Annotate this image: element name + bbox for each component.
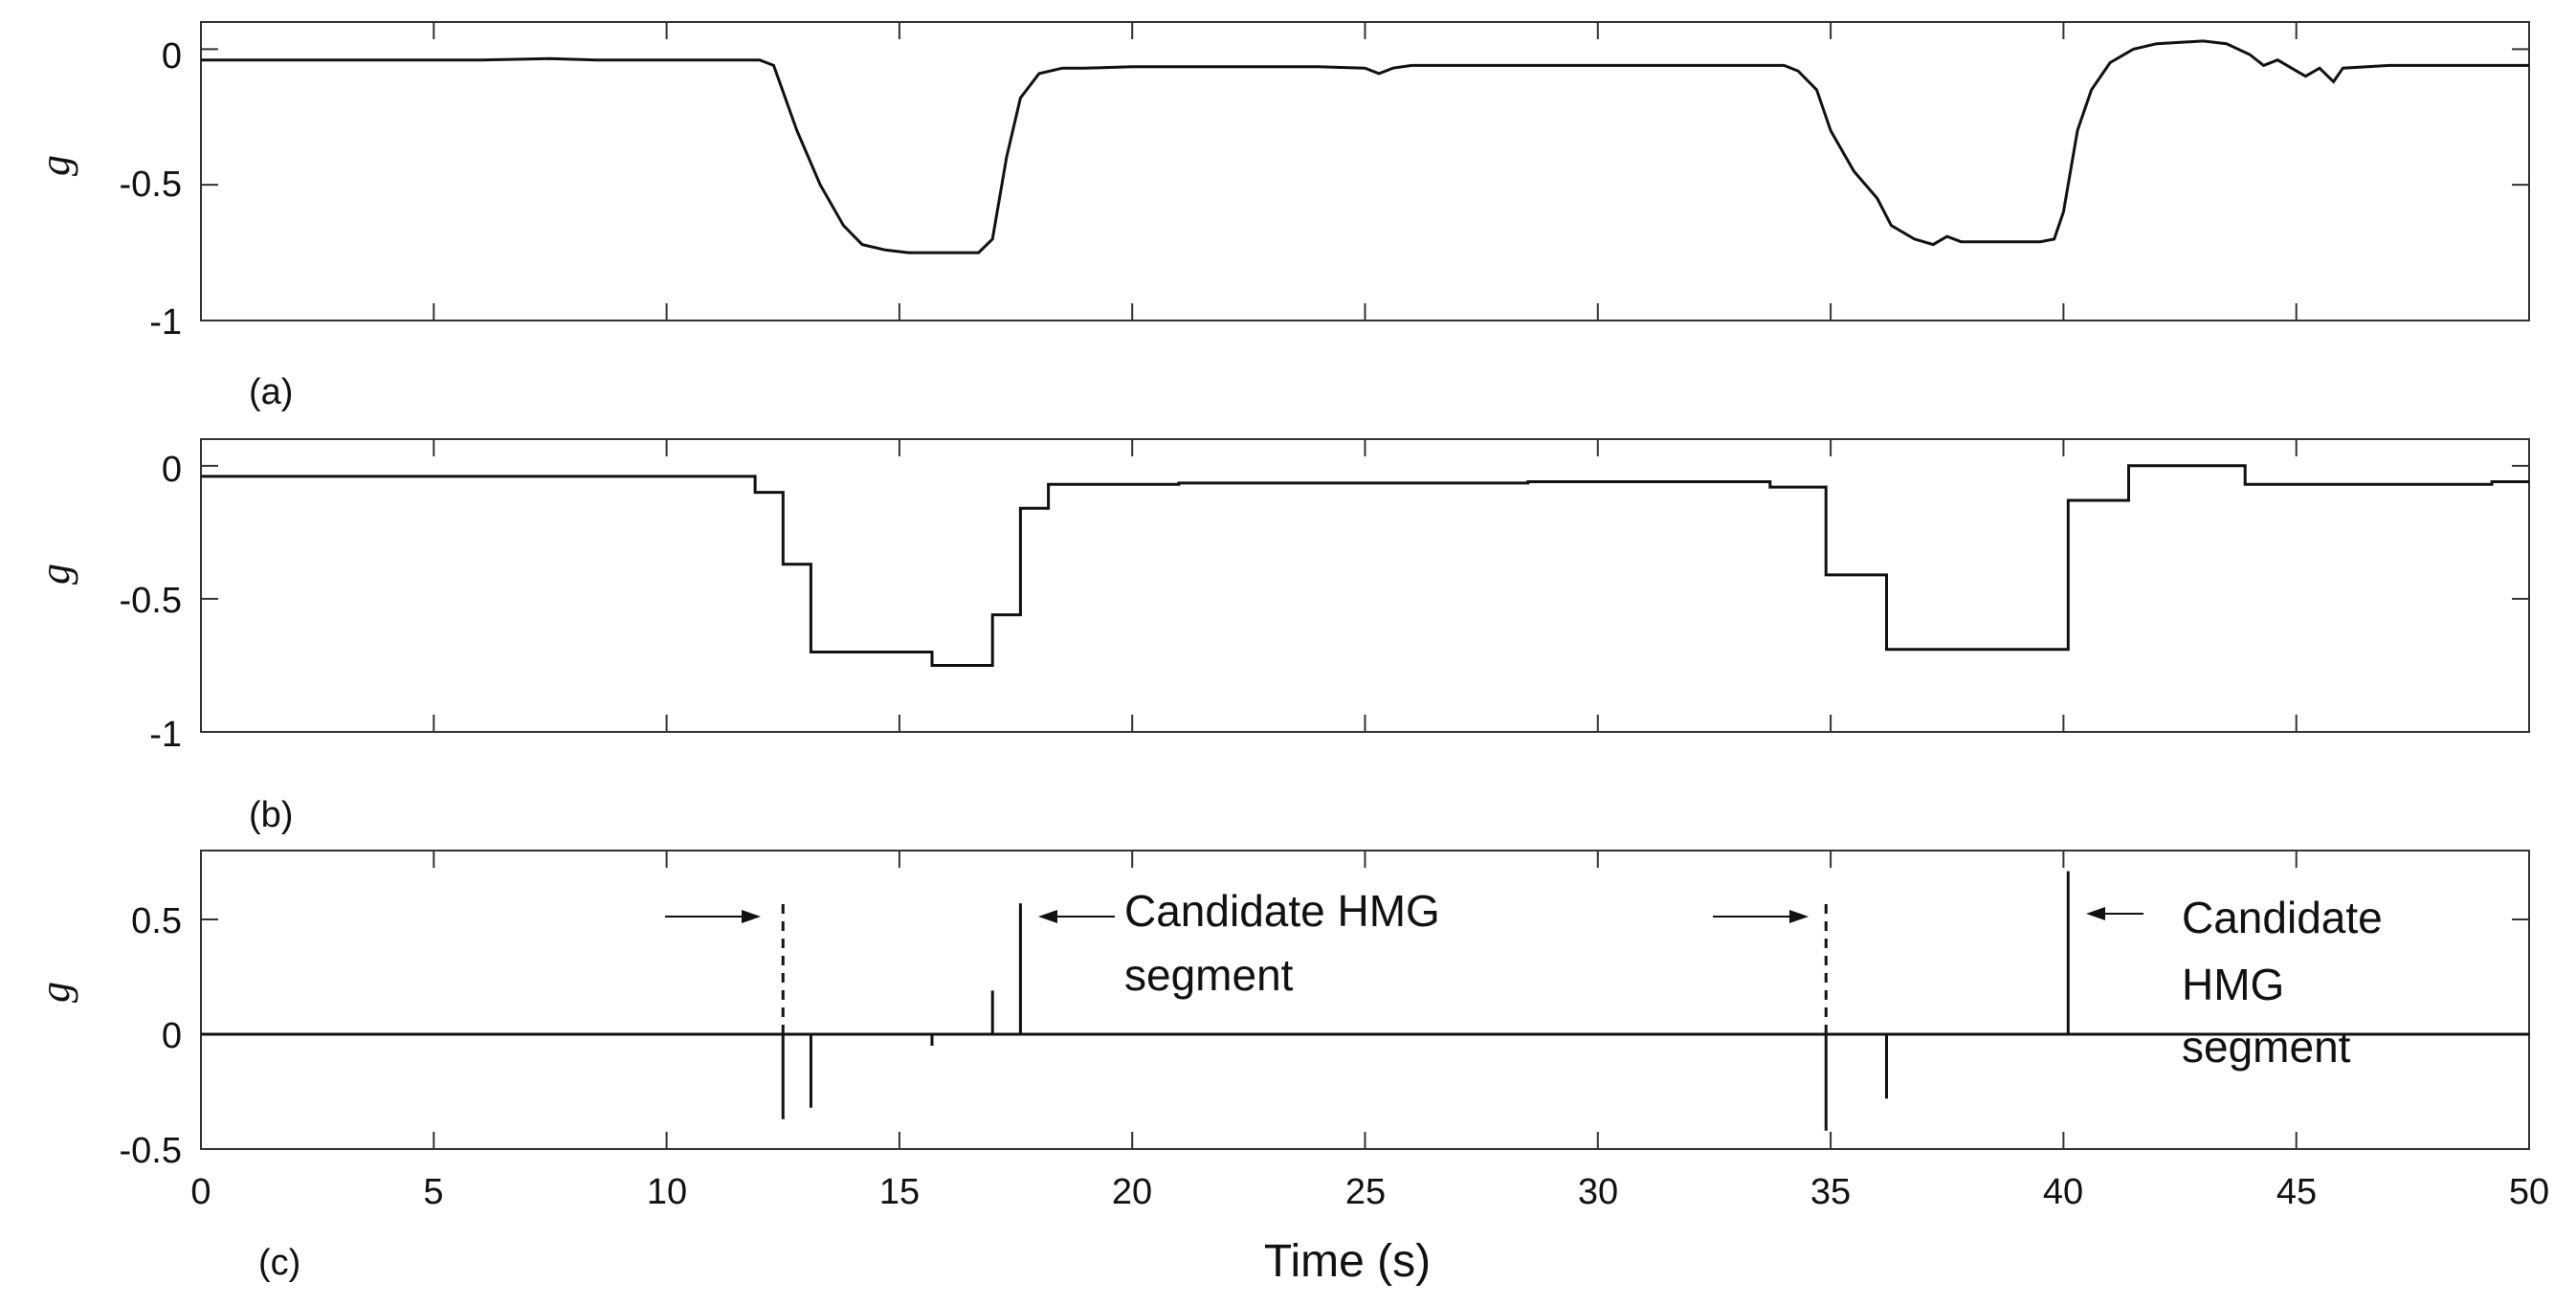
panel-a: g (a) 0 -0.5 -1 (32, 21, 2530, 412)
x-tick-label-2: 10 (647, 1172, 687, 1212)
x-tick-label-7: 35 (1810, 1172, 1851, 1212)
annotation-arrowhead-right-1 (1038, 910, 1057, 923)
y-tick-label-c-1: 0 (162, 1016, 182, 1056)
y-tick-label-b-1: -0.5 (120, 581, 182, 621)
annotation-text-2-line-1: Candidate (2182, 893, 2383, 942)
series-line-b (201, 464, 2529, 667)
y-axis-label-a: g (32, 155, 78, 176)
panel-label-a: (a) (249, 372, 293, 412)
y-axis-label-c: g (32, 982, 78, 1003)
y-tick-label-b-2: -1 (149, 715, 182, 755)
y-axis-label-b: g (32, 564, 78, 585)
panel-label-b: (b) (249, 795, 293, 835)
annotation-text-2-line-2: HMG (2182, 960, 2284, 1009)
y-tick-label-b-0: 0 (162, 450, 182, 490)
annotation-text-1-line-1: Candidate HMG (1124, 886, 1440, 936)
x-tick-label-3: 15 (879, 1172, 920, 1212)
annotation-arrowhead-left-1 (742, 910, 761, 923)
spikes-c (201, 871, 2529, 1131)
panel-b: g (b) 0 -0.5 -1 (32, 438, 2530, 835)
y-tick-label-a-2: -1 (149, 302, 182, 343)
y-tick-label-c-2: -0.5 (120, 1131, 182, 1171)
x-tick-label-6: 30 (1578, 1172, 1618, 1212)
ticks-b (200, 439, 2530, 733)
panel-label-c: (c) (258, 1243, 300, 1283)
series-line-a (201, 39, 2529, 254)
x-tick-label-5: 25 (1345, 1172, 1386, 1212)
x-tick-label-0: 0 (190, 1172, 211, 1212)
annotation-arrowhead-left-2 (1789, 910, 1809, 923)
annotation-text-2-line-3: segment (2182, 1022, 2351, 1072)
x-tick-label-4: 20 (1112, 1172, 1152, 1212)
x-tick-label-9: 45 (2276, 1172, 2317, 1212)
annotation-arrowhead-right-2 (2086, 907, 2105, 920)
y-tick-label-a-1: -0.5 (120, 165, 182, 205)
ticks-a (200, 22, 2530, 321)
annotation-1: Candidate HMG segment (665, 886, 1440, 1000)
x-tick-label-10: 50 (2509, 1172, 2549, 1212)
y-tick-label-c-0: 0.5 (131, 901, 182, 941)
y-tick-label-a-0: 0 (162, 36, 182, 77)
x-axis-label: Time (s) (1264, 1236, 1431, 1287)
annotation-text-1-line-2: segment (1124, 950, 1294, 1000)
x-tick-label-1: 5 (423, 1172, 443, 1212)
annotation-2: Candidate HMG segment (1713, 893, 2383, 1072)
panel-c: g (c) 0.5 0 -0.5 0 5 10 15 20 25 30 35 4… (32, 850, 2549, 1287)
x-tick-label-8: 40 (2043, 1172, 2083, 1212)
